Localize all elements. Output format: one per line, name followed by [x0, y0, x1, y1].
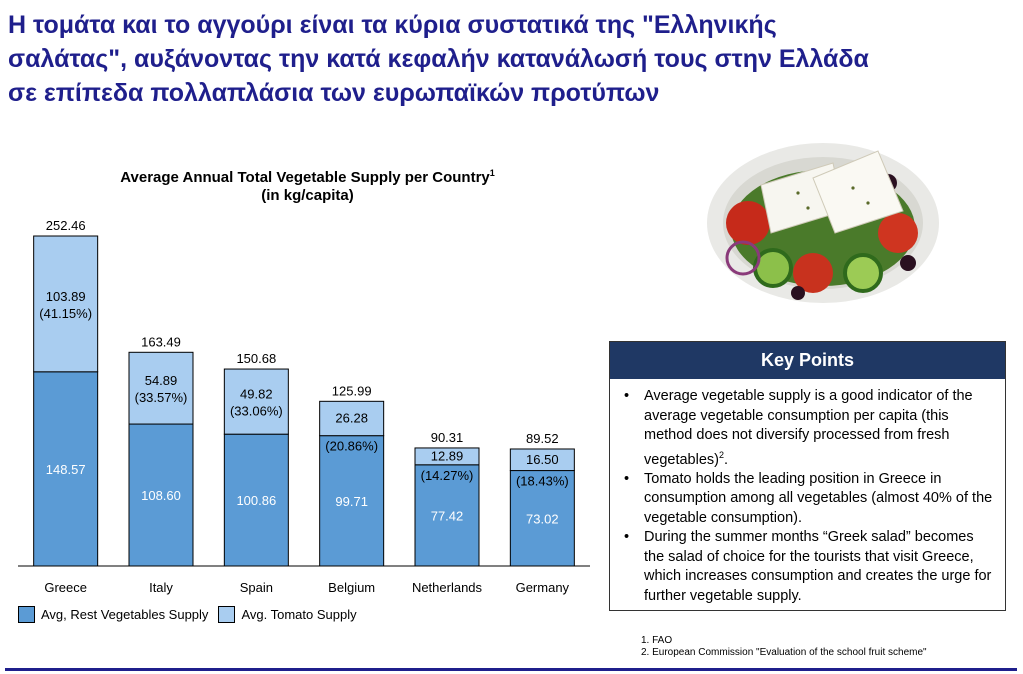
chart-title: Average Annual Total Vegetable Supply pe…	[120, 169, 490, 186]
data-label-rest: 77.42	[431, 508, 464, 523]
data-label-tomato: 12.89	[431, 448, 464, 463]
headline-line-2: σαλάτας", αυξάνοντας την κατά κεφαλήν κα…	[8, 45, 869, 73]
data-label-tomato-share: (33.06%)	[230, 404, 283, 419]
data-label-rest: 100.86	[236, 493, 276, 508]
data-label-tomato-share: (33.57%)	[135, 390, 188, 405]
bar-rest-italy	[128, 423, 194, 567]
chart-title-footnote: 1	[489, 168, 495, 178]
tomato-slice	[793, 253, 833, 293]
cucumber-slice	[753, 248, 793, 288]
bar-tomato-germany	[509, 448, 575, 472]
data-label-total: 150.68	[236, 351, 276, 366]
data-label-total: 252.46	[46, 218, 86, 233]
key-point-item: During the summer months “Greek salad” b…	[624, 528, 995, 606]
x-tick-label: Belgium	[328, 580, 375, 595]
legend-label-tomato: Avg. Tomato Supply	[241, 607, 357, 622]
data-label-rest: 108.60	[141, 488, 181, 503]
footnote-2: 2. European Commission "Evaluation of th…	[641, 647, 927, 658]
data-label-tomato: 16.50	[526, 452, 559, 467]
data-label-tomato-share: (14.27%)	[421, 468, 474, 483]
bar-tomato-greece	[33, 235, 99, 373]
onion-ring	[725, 240, 761, 276]
stacked-bar-chart: 148.57 103.89 (41.15%) 252.46 Greece 108.60 54…	[18, 218, 590, 595]
data-label-tomato-share: (18.43%)	[516, 474, 569, 489]
headline: Η τομάτα και το αγγούρι είναι τα κύρια σ…	[8, 8, 1018, 110]
tomato-slice	[878, 213, 918, 253]
data-label-total: 90.31	[431, 430, 464, 445]
key-point-text: Tomato holds the leading position in Gre…	[644, 470, 993, 526]
cucumber-slice	[843, 253, 883, 293]
bar-tomato-italy	[128, 351, 194, 425]
key-point-footnote: 2	[718, 449, 724, 460]
data-label-tomato: 26.28	[335, 410, 368, 425]
legend-label-rest: Avg, Rest Vegetables Supply	[41, 607, 209, 622]
legend-swatch-tomato	[218, 606, 236, 623]
footnote-1: 1. FAO	[641, 635, 673, 646]
olive	[900, 255, 916, 271]
bar-rest-greece	[33, 371, 99, 567]
key-point-suffix: .	[723, 451, 729, 468]
oregano	[806, 206, 810, 210]
key-points-box: Key Points Average vegetable supply is a…	[609, 341, 1006, 611]
data-label-tomato-share: (41.15%)	[39, 306, 92, 321]
bar-rest-spain	[223, 433, 289, 567]
legend-item-rest: Avg, Rest Vegetables Supply	[18, 606, 208, 623]
bottom-rule	[5, 668, 1017, 671]
data-label-rest: 99.71	[335, 494, 368, 509]
data-label-total: 89.52	[526, 431, 559, 446]
bar-rest-belgium	[319, 435, 385, 567]
x-tick-label: Greece	[44, 580, 87, 595]
legend-swatch-rest	[18, 606, 35, 623]
oregano	[851, 186, 855, 190]
data-label-tomato: 103.89	[46, 289, 86, 304]
bar-rest-netherlands	[414, 464, 480, 567]
key-point-text: During the summer months “Greek salad” b…	[644, 529, 992, 604]
data-label-tomato: 49.82	[240, 387, 273, 402]
data-label-rest: 148.57	[46, 462, 86, 477]
key-point-item: Average vegetable supply is a good indic…	[624, 387, 995, 470]
bar-rest-germany	[509, 470, 575, 567]
tomato-slice	[726, 201, 770, 245]
key-points-title: Key Points	[610, 342, 1005, 379]
olive	[791, 286, 805, 300]
oregano	[796, 191, 800, 195]
bar-tomato-spain	[223, 368, 289, 435]
chart-subtitle: (in kg/capita)	[261, 187, 354, 204]
data-label-tomato-share: (20.86%)	[325, 439, 378, 454]
x-tick-label: Italy	[149, 580, 173, 595]
feta-slice	[812, 150, 904, 234]
chart-title-block: Average Annual Total Vegetable Supply pe…	[20, 164, 595, 205]
x-tick-label: Germany	[516, 580, 570, 595]
headline-line-3: σε επίπεδα πολλαπλάσια των ευρωπαϊκών πρ…	[8, 79, 660, 107]
oregano	[866, 201, 870, 205]
headline-line-1: Η τομάτα και το αγγούρι είναι τα κύρια σ…	[8, 11, 777, 39]
key-points-list: Average vegetable supply is a good indic…	[610, 387, 1005, 606]
data-label-total: 125.99	[332, 383, 372, 398]
bar-tomato-netherlands	[414, 447, 480, 466]
data-label-rest: 73.02	[526, 511, 559, 526]
data-label-tomato: 54.89	[145, 373, 178, 388]
x-tick-label: Spain	[240, 580, 273, 595]
data-label-total: 163.49	[141, 334, 181, 349]
greek-salad-photo	[703, 133, 943, 308]
key-point-item: Tomato holds the leading position in Gre…	[624, 470, 995, 529]
legend-item-tomato: Avg. Tomato Supply	[218, 606, 357, 623]
x-tick-label: Netherlands	[412, 580, 483, 595]
bar-tomato-belgium	[319, 400, 385, 437]
key-point-text: Average vegetable supply is a good indic…	[644, 388, 973, 468]
footnotes: 1. FAO 2. European Commission "Evaluatio…	[641, 635, 927, 659]
chart-legend: Avg, Rest Vegetables Supply Avg. Tomato …	[18, 606, 357, 623]
